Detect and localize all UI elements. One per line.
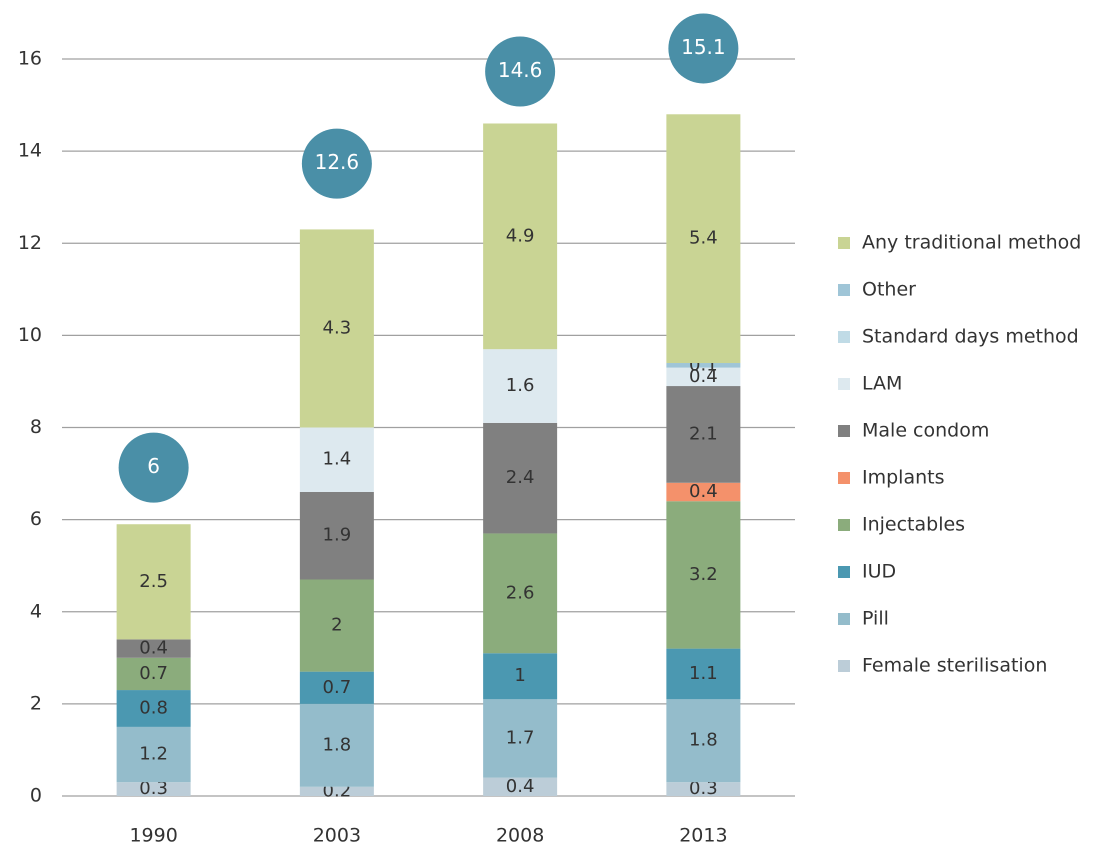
data-label: 0.3 — [139, 778, 168, 799]
legend-swatch — [838, 519, 850, 531]
bar-segment — [666, 501, 741, 649]
bar-segment — [299, 671, 374, 704]
y-tick-label: 16 — [18, 48, 42, 70]
y-tick-label: 8 — [30, 416, 42, 438]
bar-segment — [483, 699, 558, 778]
x-tick-label: 1990 — [129, 825, 177, 847]
legend-swatch — [838, 566, 850, 578]
bar-segment — [299, 229, 374, 428]
bar-segment — [299, 579, 374, 672]
data-label: 1.4 — [323, 449, 352, 470]
legend-swatch — [838, 284, 850, 296]
total-bubble — [301, 128, 372, 199]
bar-segment — [116, 782, 191, 796]
legend-label: Female sterilisation — [862, 655, 1047, 677]
bar-segment — [666, 367, 741, 387]
data-label: 2.6 — [506, 582, 535, 603]
total-bubble — [485, 36, 556, 107]
total-label: 6 — [147, 454, 160, 478]
data-label: 0.4 — [506, 776, 535, 797]
data-label: 1.2 — [139, 744, 168, 765]
data-label: 2.5 — [139, 571, 168, 592]
legend-label: Injectables — [862, 514, 965, 536]
data-label: 0.3 — [689, 778, 718, 799]
total-label: 12.6 — [315, 150, 360, 174]
total-label: 15.1 — [681, 35, 726, 59]
bar-segment — [299, 703, 374, 787]
y-tick-label: 14 — [18, 140, 42, 162]
data-label: 1.1 — [689, 663, 718, 684]
data-label: 2.1 — [689, 423, 718, 444]
legend-label: Implants — [862, 467, 945, 489]
bar-segment — [666, 363, 741, 368]
data-label: 1.8 — [323, 734, 352, 755]
legend-label: Standard days method — [862, 326, 1079, 348]
legend-swatch — [838, 237, 850, 249]
data-label: 0.4 — [689, 366, 718, 387]
bar-segment — [116, 657, 191, 691]
x-tick-label: 2008 — [496, 825, 544, 847]
legend-label: LAM — [862, 373, 902, 395]
data-label: 1.7 — [506, 727, 535, 748]
legend-swatch — [838, 613, 850, 625]
data-label: 0.4 — [139, 638, 168, 659]
data-label: 0.4 — [689, 481, 718, 502]
bar-segment — [483, 349, 558, 423]
y-tick-label: 10 — [18, 324, 42, 346]
legend-swatch — [838, 472, 850, 484]
y-tick-label: 0 — [30, 785, 42, 807]
bar-segment — [666, 114, 741, 364]
bar-segment — [483, 422, 558, 534]
data-label: 1 — [514, 665, 525, 686]
bar-segment — [666, 386, 741, 483]
data-label: 2.4 — [506, 467, 535, 488]
x-tick-label: 2003 — [313, 825, 361, 847]
bar-segment — [483, 777, 558, 796]
data-label: 4.9 — [506, 225, 535, 246]
legend-label: Male condom — [862, 420, 989, 442]
y-tick-label: 4 — [30, 600, 42, 622]
legend-swatch — [838, 425, 850, 437]
legend-label: Any traditional method — [862, 232, 1081, 254]
total-bubble — [118, 432, 189, 503]
y-tick-label: 2 — [30, 692, 42, 714]
data-label: 3.2 — [689, 564, 718, 585]
data-label: 2 — [331, 615, 342, 636]
bar-segment — [483, 123, 558, 350]
bar-segment — [666, 648, 741, 700]
data-label: 1.9 — [323, 525, 352, 546]
total-bubble — [668, 13, 739, 84]
data-label: 0.7 — [323, 677, 352, 698]
x-tick-label: 2013 — [679, 825, 727, 847]
data-label: 0.8 — [139, 697, 168, 718]
bar-segment — [666, 482, 741, 502]
bar-segment — [299, 786, 374, 796]
data-label: 5.4 — [689, 228, 718, 249]
legend-swatch — [838, 378, 850, 390]
bar-segment — [666, 699, 741, 783]
bar-segment — [666, 782, 741, 796]
bar-segment — [116, 639, 191, 658]
bar-segment — [299, 491, 374, 580]
legend-label: Pill — [862, 608, 889, 630]
legend-swatch — [838, 660, 850, 672]
data-label: 1.8 — [689, 730, 718, 751]
bar-segment — [299, 427, 374, 492]
legend-swatch — [838, 331, 850, 343]
bar-segment — [116, 690, 191, 727]
bar-segment — [116, 726, 191, 783]
data-label: 1.6 — [506, 375, 535, 396]
y-tick-label: 12 — [18, 232, 42, 254]
y-tick-label: 6 — [30, 508, 42, 530]
legend-label: Other — [862, 279, 916, 301]
data-label: 4.3 — [323, 317, 352, 338]
total-label: 14.6 — [498, 58, 543, 82]
bar-segment — [483, 533, 558, 654]
bar-segment — [116, 524, 191, 640]
bar-segment — [483, 653, 558, 700]
legend-label: IUD — [862, 561, 896, 583]
data-label: 0.7 — [139, 663, 168, 684]
